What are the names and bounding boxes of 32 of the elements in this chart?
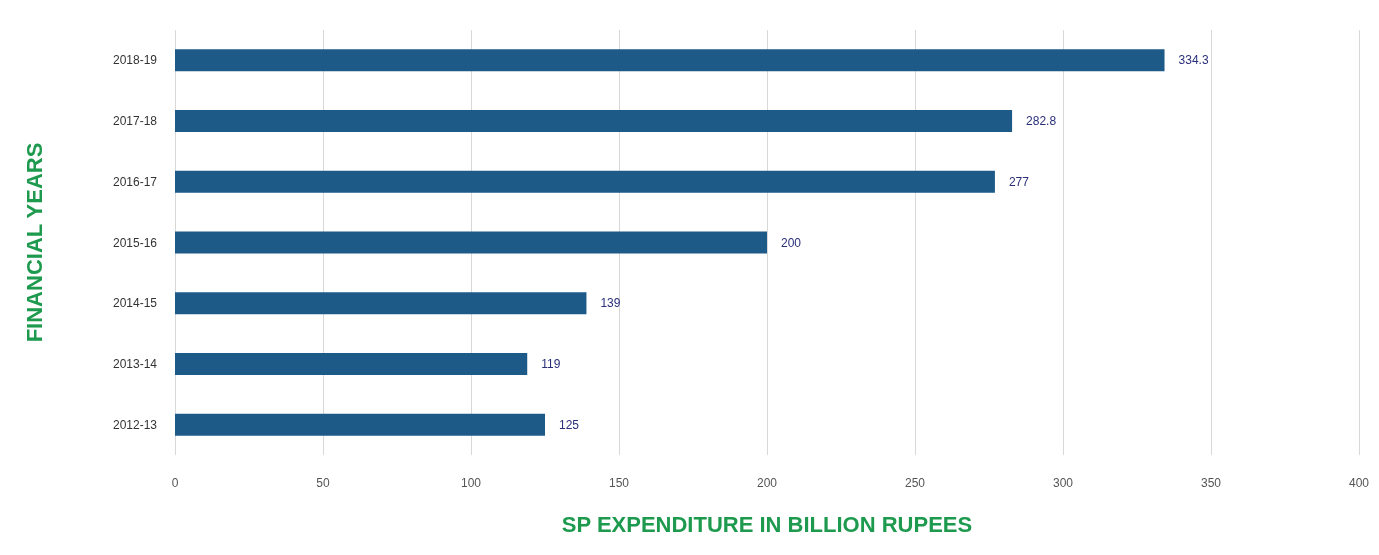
bar	[175, 170, 995, 193]
y-tick-label: 2014-15	[112, 296, 158, 311]
x-tick-label: 50	[316, 476, 330, 490]
bar	[175, 231, 767, 254]
bar	[175, 352, 528, 375]
x-tick-label: 100	[460, 476, 482, 490]
data-label: 200	[781, 235, 802, 250]
data-label: 139	[600, 296, 621, 311]
y-tick-label: 2018-19	[112, 53, 158, 68]
data-label: 282.8	[1026, 114, 1057, 129]
data-label: 119	[541, 356, 561, 371]
x-axis-title: SP EXPENDITURE IN BILLION RUPEES	[561, 511, 973, 537]
x-tick-label: 350	[1200, 476, 1222, 490]
x-tick-label: 0	[171, 476, 179, 490]
data-label: 334.3	[1178, 53, 1209, 68]
bar	[175, 292, 587, 315]
y-tick-label: 2016-17	[112, 174, 158, 189]
x-tick-label: 300	[1052, 476, 1074, 490]
data-label: 125	[559, 417, 580, 432]
x-tick-label: 200	[756, 476, 778, 490]
y-axis-title: FINANCIAL YEARS	[21, 142, 47, 343]
y-tick-label: 2015-16	[112, 235, 158, 250]
x-tick-label: 400	[1348, 476, 1370, 490]
bar	[175, 49, 1165, 72]
bar	[175, 413, 545, 436]
x-tick-label: 250	[904, 476, 926, 490]
y-tick-label: 2013-14	[112, 356, 158, 371]
y-tick-label: 2012-13	[112, 417, 158, 432]
bar	[175, 110, 1013, 133]
data-label: 277	[1008, 174, 1030, 189]
x-tick-label: 150	[608, 476, 630, 490]
y-tick-label: 2017-18	[112, 114, 158, 129]
